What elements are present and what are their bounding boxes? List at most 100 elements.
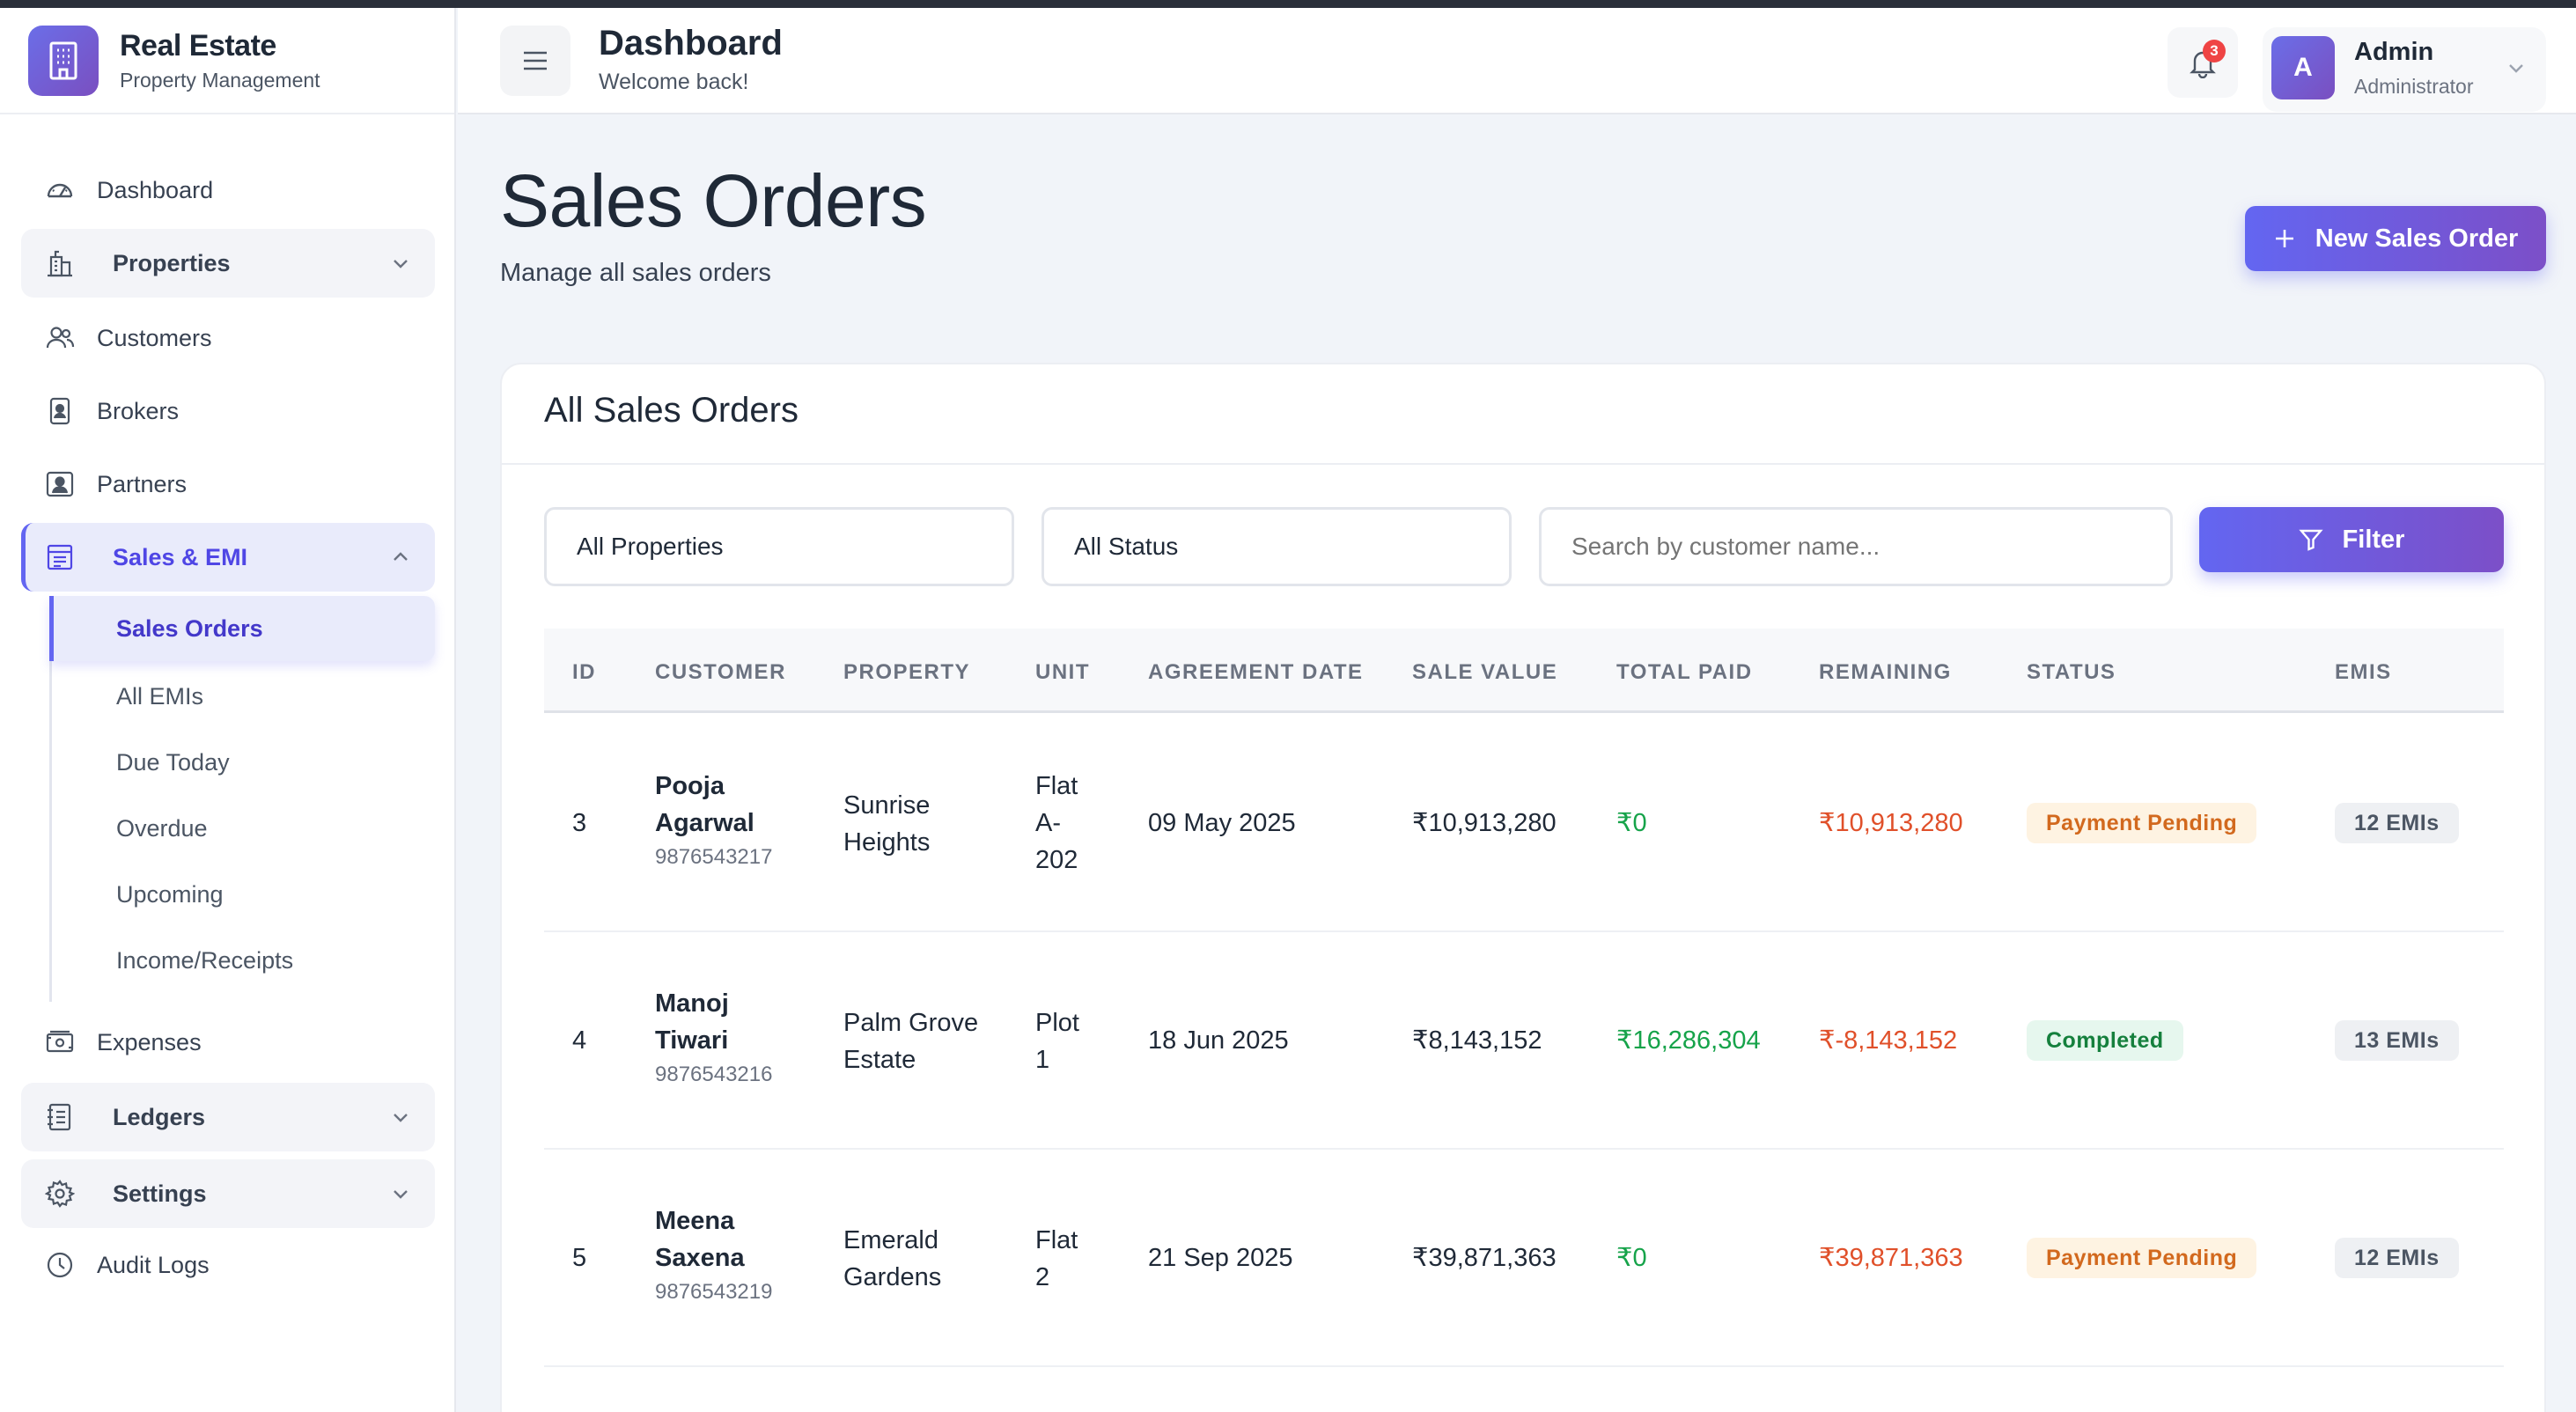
property-line: Palm Grove (843, 1009, 979, 1037)
property-line: Emerald (843, 1226, 938, 1254)
receipt-icon (42, 540, 77, 575)
brand-title: Real Estate (120, 28, 276, 63)
column-header-unit: UNIT (1035, 660, 1090, 684)
submenu-item-overdue[interactable]: Overdue (116, 814, 208, 842)
customer-last-name: Agarwal (655, 809, 754, 837)
new-sales-order-button[interactable]: New Sales Order (2245, 206, 2546, 271)
avatar: A (2271, 36, 2335, 99)
submenu-item-upcoming[interactable]: Upcoming (116, 880, 224, 908)
chevron-down-icon (394, 1190, 408, 1199)
sidebar-item-customers[interactable]: Customers (21, 309, 435, 367)
gear-icon (42, 1176, 77, 1211)
column-header-status: STATUS (2027, 660, 2116, 684)
cell-sale-value: ₹39,871,363 (1412, 1244, 1557, 1272)
cell-agreement-date: 18 Jun 2025 (1148, 1026, 1289, 1055)
cell-customer: Pooja Agarwal 9876543217 (655, 768, 772, 873)
notifications-button[interactable]: 3 (2168, 27, 2238, 98)
emis-badge[interactable]: 12 EMIs (2335, 803, 2459, 843)
sidebar-item-expenses[interactable]: Expenses (21, 1013, 435, 1071)
cell-property: Palm Grove Estate (843, 1004, 978, 1078)
cell-unit: Flat 2 (1035, 1222, 1078, 1296)
plus-icon (2275, 230, 2293, 247)
customer-first-name: Meena (655, 1207, 735, 1235)
cell-total-paid: ₹0 (1616, 809, 1647, 837)
sidebar-item-label: Properties (113, 249, 231, 276)
status-select[interactable]: All Status (1041, 507, 1512, 586)
submenu-item-all-emis[interactable]: All EMIs (116, 682, 204, 710)
cash-icon (42, 1025, 77, 1060)
cell-total-paid: ₹0 (1616, 1244, 1647, 1272)
page-subtitle: Manage all sales orders (500, 259, 771, 287)
sidebar-item-label: Dashboard (97, 176, 214, 203)
card-divider (502, 463, 2544, 465)
cell-id: 4 (572, 1026, 587, 1055)
sales-orders-card: All Sales Orders All Properties All Stat… (500, 363, 2546, 1412)
unit-line: Flat (1035, 772, 1078, 800)
sidebar-item-label: Brokers (97, 397, 180, 424)
header-title: Dashboard (599, 24, 783, 63)
emis-badge[interactable]: 13 EMIs (2335, 1020, 2459, 1061)
customer-phone: 9876543217 (655, 845, 773, 869)
sidebar-item-label: Ledgers (113, 1103, 206, 1130)
submenu-item-income-receipts[interactable]: Income/Receipts (116, 946, 294, 974)
table-row[interactable]: 4 Manoj Tiwari 9876543216 Palm Grove Est… (544, 932, 2504, 1150)
status-badge: Payment Pending (2027, 1238, 2257, 1278)
customer-first-name: Pooja (655, 772, 725, 800)
property-select[interactable]: All Properties (544, 507, 1014, 586)
customer-phone: 9876543216 (655, 1063, 773, 1086)
column-header-agreement-date: AGREEMENT DATE (1148, 660, 1364, 684)
property-line: Sunrise (843, 791, 931, 820)
submenu-item-sales-orders[interactable]: Sales Orders (49, 596, 435, 661)
sidebar-item-label: Customers (97, 324, 212, 351)
brand-subtitle: Property Management (120, 68, 320, 92)
submenu-item-due-today[interactable]: Due Today (116, 748, 230, 776)
brand: Real Estate Property Management (0, 8, 454, 114)
sidebar-item-partners[interactable]: Partners (21, 455, 435, 513)
column-header-sale-value: SALE VALUE (1412, 660, 1558, 684)
top-header: Dashboard Welcome back! 3 A Admin Admini… (458, 8, 2576, 114)
table-row[interactable]: 3 Pooja Agarwal 9876543217 Sunrise Heigh… (544, 715, 2504, 932)
customer-phone: 9876543219 (655, 1280, 773, 1304)
status-badge: Payment Pending (2027, 803, 2257, 843)
chevron-down-icon (394, 260, 408, 268)
clock-icon (42, 1247, 77, 1283)
cell-id: 3 (572, 809, 587, 837)
card-title: All Sales Orders (544, 391, 799, 430)
filter-button[interactable]: Filter (2199, 507, 2504, 572)
user-name: Admin (2354, 38, 2434, 66)
cell-property: Emerald Gardens (843, 1222, 941, 1296)
unit-line: 1 (1035, 1046, 1050, 1074)
customer-first-name: Manoj (655, 989, 729, 1018)
id-badge-icon (42, 393, 77, 429)
cell-remaining: ₹-8,143,152 (1819, 1026, 1958, 1055)
header-subtitle: Welcome back! (599, 70, 749, 94)
cell-remaining: ₹10,913,280 (1819, 809, 1963, 837)
cell-property: Sunrise Heights (843, 787, 930, 861)
user-role: Administrator (2354, 75, 2474, 98)
cell-sale-value: ₹8,143,152 (1412, 1026, 1542, 1055)
cell-customer: Meena Saxena 9876543219 (655, 1202, 772, 1308)
sidebar-item-brokers[interactable]: Brokers (21, 382, 435, 440)
user-menu[interactable]: A Admin Administrator (2263, 27, 2546, 112)
sidebar-item-label: Sales & EMI (113, 543, 248, 570)
menu-toggle-button[interactable] (500, 26, 570, 96)
unit-line: Plot (1035, 1009, 1079, 1037)
cell-remaining: ₹39,871,363 (1819, 1244, 1963, 1272)
sidebar-item-sales-emi[interactable]: Sales & EMI (21, 523, 435, 592)
cell-customer: Manoj Tiwari 9876543216 (655, 985, 772, 1091)
sidebar-item-properties[interactable]: Properties (21, 229, 435, 298)
sidebar-item-dashboard[interactable]: Dashboard (21, 161, 435, 219)
cell-id: 5 (572, 1244, 587, 1272)
sidebar-item-audit-logs[interactable]: Audit Logs (21, 1236, 435, 1294)
building-icon (42, 246, 77, 281)
hamburger-icon (524, 51, 547, 70)
sidebar: Real Estate Property Management Dashboar… (0, 8, 456, 1412)
table-row[interactable]: 5 Meena Saxena 9876543219 Emerald Garden… (544, 1150, 2504, 1367)
sidebar-item-settings[interactable]: Settings (21, 1159, 435, 1228)
emis-badge[interactable]: 12 EMIs (2335, 1238, 2459, 1278)
chevron-up-icon (394, 552, 408, 561)
sidebar-item-ledgers[interactable]: Ledgers (21, 1083, 435, 1151)
customer-search-input[interactable] (1539, 507, 2173, 586)
column-header-emis: EMIS (2335, 660, 2392, 684)
new-sales-order-label: New Sales Order (2315, 224, 2519, 253)
